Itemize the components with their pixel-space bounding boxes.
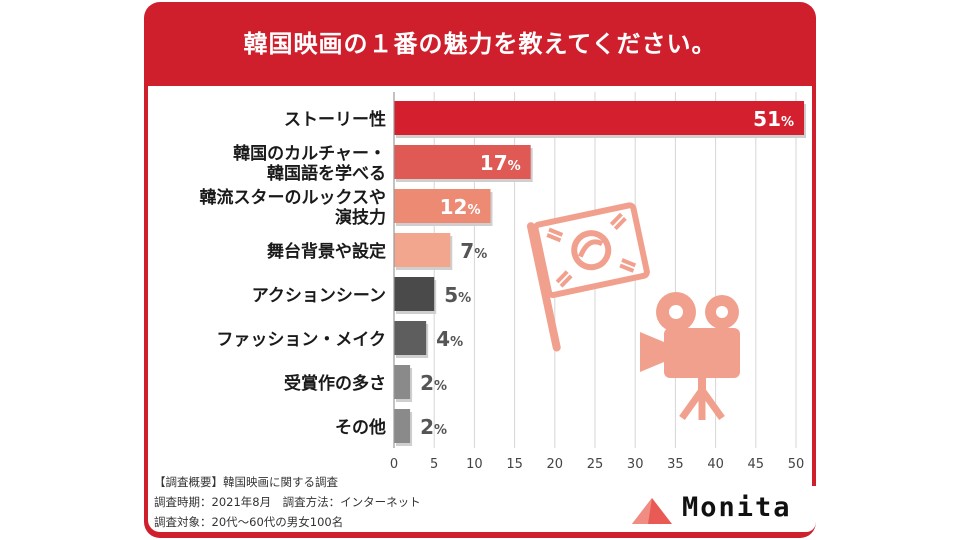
category-label: 演技力	[335, 207, 386, 228]
bar	[394, 145, 531, 179]
value-label: 7%	[460, 239, 487, 263]
category-label: 韓国語を学べる	[267, 163, 386, 184]
x-tick-label: 25	[587, 457, 604, 472]
survey-note-line2: 調査時期：2021年8月 調査方法：インターネット	[154, 495, 421, 509]
category-label: 韓流スターのルックスや	[200, 187, 387, 208]
x-tick-label: 5	[430, 457, 438, 472]
x-tick-label: 35	[667, 457, 684, 472]
value-label: 5%	[444, 283, 471, 307]
bars: ストーリー性 51% 韓国のカルチャー・韓国語を学べる 17% 韓流スターのルックスや演…	[200, 101, 807, 446]
korean-flag-icon	[526, 202, 650, 352]
survey-note-tag: 【調査概要】	[154, 475, 223, 489]
category-label: ファッション・メイク	[216, 330, 386, 350]
x-tick-label: 15	[506, 457, 523, 472]
bar	[394, 321, 427, 355]
movie-camera-icon	[640, 292, 740, 421]
survey-note-line1: 【調査概要】韓国映画に関する調査	[154, 474, 338, 490]
value-label: 17%	[480, 151, 521, 175]
x-tick-label: 20	[547, 457, 564, 472]
bar	[394, 233, 451, 267]
chart-title: 韓国映画の１番の魅力を教えてください。	[243, 30, 717, 58]
value-label: 2%	[420, 371, 447, 395]
category-label: 受賞作の多さ	[284, 373, 386, 394]
x-tick-label: 45	[748, 457, 765, 472]
value-label: 51%	[753, 107, 794, 131]
x-tick-label: 50	[788, 457, 805, 472]
value-label: 2%	[420, 415, 447, 439]
x-tick-label: 40	[707, 457, 724, 472]
x-tick-label: 10	[466, 457, 483, 472]
bar	[394, 101, 805, 135]
survey-note-title: 韓国映画に関する調査	[223, 475, 338, 489]
logo-text: Monita	[682, 492, 792, 523]
survey-note-line3: 調査対象：20代〜60代の男女100名	[154, 515, 344, 529]
logo-mark-icon	[632, 498, 672, 524]
bar	[394, 277, 435, 311]
category-label: ストーリー性	[284, 109, 386, 130]
value-label: 12%	[440, 195, 481, 219]
illustration	[526, 202, 740, 421]
monita-logo: Monita	[626, 486, 816, 532]
category-label: アクションシーン	[252, 286, 386, 306]
category-label: 韓国のカルチャー・	[233, 143, 386, 164]
x-axis: 0 5 10 15 20 25 30 35 40 45 50	[390, 92, 804, 472]
x-tick-label: 0	[390, 457, 398, 472]
bar	[394, 365, 411, 399]
value-label: 4%	[436, 327, 463, 351]
category-label: その他	[335, 417, 386, 438]
bar	[394, 409, 411, 443]
x-tick-label: 30	[627, 457, 644, 472]
bar	[394, 189, 491, 223]
category-label: 舞台背景や設定	[267, 241, 386, 262]
